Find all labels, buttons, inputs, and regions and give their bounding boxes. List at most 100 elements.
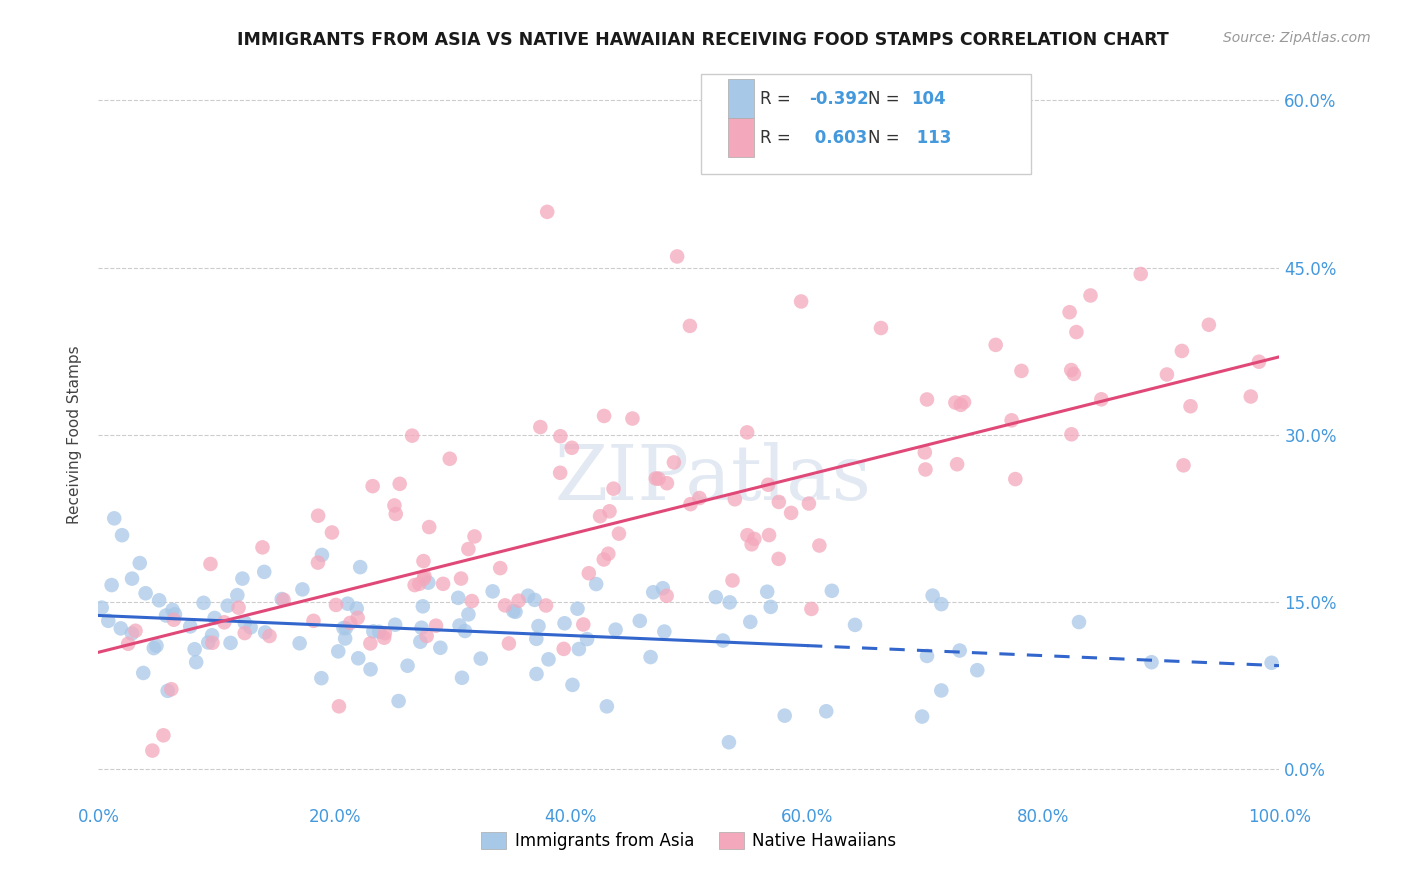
Point bbox=[110, 621, 132, 635]
Point bbox=[179, 619, 201, 633]
Point bbox=[1140, 655, 1163, 669]
Point bbox=[346, 611, 368, 625]
Point bbox=[461, 594, 484, 608]
Point bbox=[368, 624, 391, 639]
Point bbox=[592, 552, 614, 566]
Point bbox=[200, 557, 222, 571]
Point bbox=[529, 420, 551, 434]
Point bbox=[1060, 427, 1083, 442]
Point bbox=[640, 650, 662, 665]
Point bbox=[508, 593, 530, 607]
Point bbox=[915, 648, 938, 663]
Point bbox=[363, 624, 385, 639]
Point bbox=[252, 541, 274, 555]
Point bbox=[470, 651, 492, 665]
Point bbox=[117, 637, 139, 651]
Point bbox=[815, 704, 838, 718]
Point bbox=[451, 671, 474, 685]
Point bbox=[311, 671, 333, 685]
Point bbox=[201, 636, 224, 650]
Point bbox=[949, 643, 972, 657]
Point bbox=[152, 728, 174, 742]
Point bbox=[523, 593, 546, 607]
Point bbox=[585, 577, 607, 591]
Point bbox=[489, 561, 512, 575]
Point bbox=[655, 589, 678, 603]
Point bbox=[1180, 399, 1202, 413]
Point bbox=[155, 608, 177, 623]
Point bbox=[1063, 367, 1085, 381]
Point bbox=[288, 636, 311, 650]
Point bbox=[704, 590, 727, 604]
Point bbox=[233, 615, 256, 630]
Point bbox=[373, 631, 395, 645]
Point bbox=[429, 640, 451, 655]
Point bbox=[384, 499, 406, 513]
Point bbox=[333, 632, 356, 646]
Point bbox=[1171, 343, 1194, 358]
Point bbox=[197, 635, 219, 649]
Point bbox=[226, 588, 249, 602]
Point bbox=[831, 137, 853, 152]
Point bbox=[212, 615, 235, 630]
Point bbox=[328, 644, 350, 658]
Point bbox=[607, 526, 630, 541]
Point bbox=[666, 249, 689, 264]
Point bbox=[307, 508, 329, 523]
Point bbox=[253, 565, 276, 579]
Point bbox=[233, 626, 256, 640]
Point bbox=[328, 699, 350, 714]
Point bbox=[156, 683, 179, 698]
Point bbox=[481, 584, 503, 599]
Point bbox=[768, 495, 790, 509]
Point bbox=[502, 604, 524, 618]
Point bbox=[349, 560, 371, 574]
Point bbox=[651, 581, 673, 595]
Point bbox=[411, 621, 433, 635]
Point bbox=[768, 552, 790, 566]
Point bbox=[228, 600, 250, 615]
Point bbox=[644, 471, 666, 485]
Point bbox=[254, 625, 277, 640]
Point bbox=[219, 636, 242, 650]
Point bbox=[553, 641, 575, 656]
Point bbox=[142, 641, 165, 656]
Point bbox=[946, 457, 969, 471]
Point bbox=[97, 614, 120, 628]
Point bbox=[593, 409, 616, 423]
Point bbox=[135, 586, 157, 600]
Point bbox=[643, 585, 665, 599]
Point bbox=[1067, 615, 1090, 629]
Point bbox=[124, 624, 146, 638]
Point bbox=[929, 683, 952, 698]
Point bbox=[103, 511, 125, 525]
FancyBboxPatch shape bbox=[728, 119, 754, 157]
Point bbox=[447, 591, 470, 605]
Point bbox=[204, 611, 226, 625]
Point bbox=[412, 599, 434, 614]
Point bbox=[494, 599, 516, 613]
Point bbox=[302, 614, 325, 628]
Point bbox=[931, 597, 953, 611]
Point bbox=[360, 662, 382, 676]
Point bbox=[536, 204, 558, 219]
Point bbox=[361, 479, 384, 493]
Point bbox=[548, 466, 571, 480]
Text: 113: 113 bbox=[911, 128, 952, 146]
Point bbox=[439, 451, 461, 466]
Point bbox=[145, 639, 167, 653]
Text: IMMIGRANTS FROM ASIA VS NATIVE HAWAIIAN RECEIVING FOOD STAMPS CORRELATION CHART: IMMIGRANTS FROM ASIA VS NATIVE HAWAIIAN … bbox=[238, 31, 1168, 49]
Point bbox=[578, 566, 600, 581]
Point bbox=[652, 624, 675, 639]
Point bbox=[505, 605, 527, 619]
FancyBboxPatch shape bbox=[700, 74, 1032, 174]
Point bbox=[526, 667, 548, 681]
Point bbox=[346, 601, 368, 615]
Point bbox=[418, 575, 440, 590]
Point bbox=[457, 607, 479, 622]
Point bbox=[534, 599, 557, 613]
Point bbox=[311, 548, 333, 562]
Point bbox=[1129, 267, 1152, 281]
Point bbox=[186, 655, 208, 669]
Point bbox=[111, 528, 134, 542]
